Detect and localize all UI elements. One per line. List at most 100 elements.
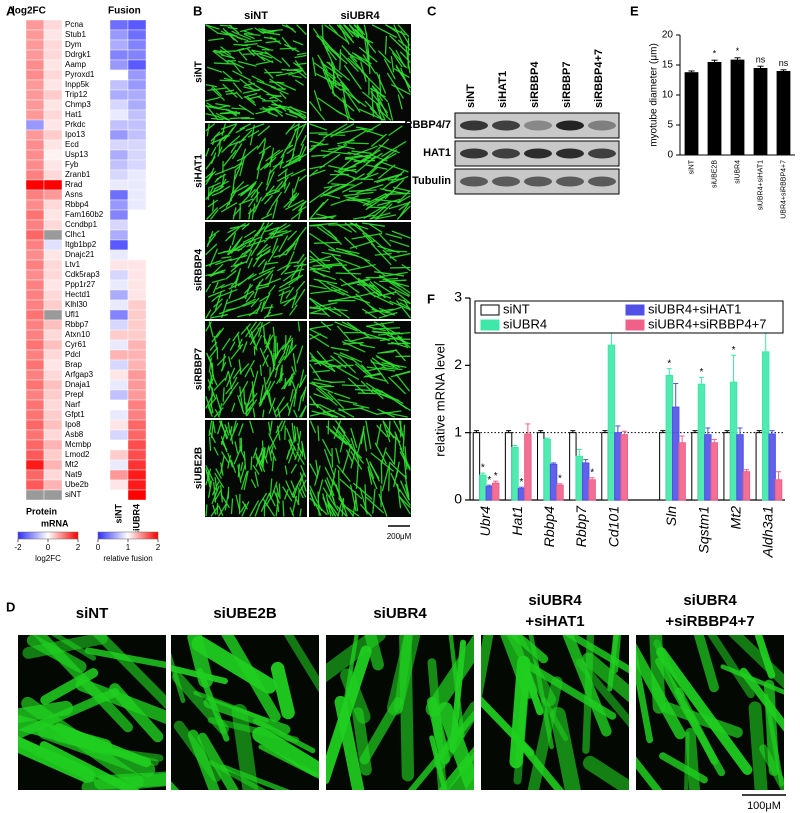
cell-streak [294, 54, 307, 59]
cell-streak [293, 409, 298, 418]
heatmap-cell [25, 239, 45, 251]
heatmap-cell [25, 29, 45, 41]
heatmap-cell [127, 379, 147, 391]
cell-streak [326, 477, 335, 497]
cell-streak [360, 380, 374, 394]
cell-streak [294, 79, 304, 86]
row-label: Gfpt1 [65, 410, 85, 419]
cell-streak [338, 426, 351, 443]
cell-streak [205, 123, 215, 132]
myotube [674, 687, 719, 765]
cell-streak [261, 447, 266, 465]
bar [697, 383, 706, 501]
legend-swatch [625, 319, 645, 331]
cell-streak [322, 410, 339, 418]
cell-streak [365, 193, 390, 210]
cell-streak [395, 373, 410, 392]
image-title: siUBR4 [373, 605, 427, 622]
row-label: Atxn10 [65, 330, 90, 339]
cell-streak [265, 40, 281, 44]
heatmap-cell [25, 319, 45, 331]
cell-streak [341, 88, 367, 108]
cell-streak [288, 70, 303, 76]
cell-streak [299, 405, 307, 418]
cell-streak [359, 331, 390, 342]
cell-streak [284, 344, 290, 360]
cell-streak [278, 235, 289, 252]
cell-streak [310, 289, 341, 295]
cell-streak [287, 108, 306, 121]
cell-streak [262, 409, 265, 418]
cell-streak [255, 446, 264, 467]
cell-streak [221, 256, 232, 259]
cell-streak [220, 462, 224, 476]
heatmap-cell [127, 409, 147, 421]
cell-streak [343, 191, 374, 197]
cell-streak [262, 326, 266, 345]
myotube [171, 652, 186, 704]
heatmap-cell [109, 189, 129, 201]
cell-streak [396, 300, 411, 319]
cell-streak [242, 501, 248, 510]
significance: ns [756, 55, 766, 65]
cell-streak [208, 37, 224, 41]
cell-streak [376, 174, 402, 183]
heatmap-cell [25, 339, 45, 351]
cell-streak [317, 491, 320, 516]
cell-streak [241, 189, 256, 204]
cell-streak [332, 67, 335, 93]
row-label: Brap [65, 360, 82, 369]
cell-streak [297, 253, 305, 265]
heatmap-cell [43, 29, 63, 41]
bar [472, 432, 481, 501]
cell-streak [351, 150, 372, 154]
cell-streak [265, 149, 280, 162]
cell-streak [219, 135, 229, 142]
cell-streak [255, 285, 270, 291]
cell-streak [323, 362, 341, 368]
row-label: Klhl30 [65, 300, 88, 309]
cell-streak [334, 170, 358, 180]
heatmap-cell [127, 419, 147, 431]
bar [601, 432, 609, 501]
row-label: Lmod2 [65, 450, 90, 459]
cell-streak [381, 447, 387, 465]
cell-streak [354, 363, 373, 379]
column-label: mRNA [41, 518, 69, 528]
row-label: Ipo8 [65, 420, 81, 429]
bar [723, 432, 731, 501]
row-label: Usp13 [65, 150, 89, 159]
cell-streak [403, 452, 407, 480]
bar [691, 432, 699, 501]
x-tick-label: siUBR4+siHAT1 [757, 160, 764, 210]
cell-streak [348, 24, 360, 39]
cell-streak [281, 24, 294, 30]
row-label: Cdk5rap3 [65, 270, 100, 279]
cell-streak [344, 222, 357, 233]
cell-streak [296, 443, 302, 454]
row-label: Pcna [65, 20, 84, 29]
scale-bar-label: 200μM [387, 532, 412, 541]
micrograph [205, 420, 307, 517]
cell-streak [225, 296, 246, 305]
heatmap-cell [127, 429, 147, 441]
cell-streak [207, 406, 213, 417]
cell-streak [299, 508, 302, 517]
heatmap-cell [127, 179, 147, 191]
colorbar-tick-label: 1 [126, 543, 131, 552]
cell-streak [227, 59, 245, 69]
cell-streak [343, 130, 367, 146]
cell-streak [369, 88, 386, 98]
row-label: Arfgap3 [65, 370, 94, 379]
cell-streak [252, 253, 262, 267]
cell-streak [279, 279, 294, 289]
row-label: siNT [65, 490, 82, 499]
heatmap-cell [43, 269, 63, 281]
cell-streak [335, 128, 365, 135]
heatmap-cell [43, 159, 63, 171]
bar [753, 68, 768, 155]
heatmap-cell [43, 199, 63, 211]
blot-band [556, 120, 584, 131]
cell-streak [215, 394, 221, 410]
cell-streak [232, 135, 241, 143]
